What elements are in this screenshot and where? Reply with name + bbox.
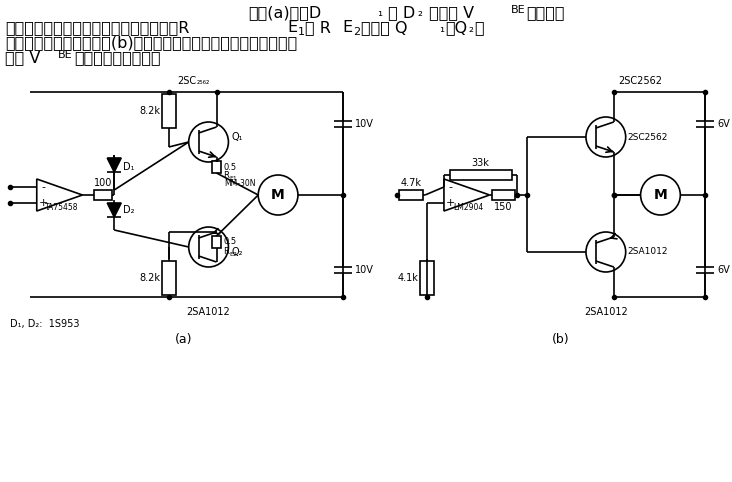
- Text: -: -: [449, 182, 453, 192]
- Polygon shape: [444, 179, 490, 211]
- Polygon shape: [108, 203, 122, 217]
- Text: 对输出特性的影响。: 对输出特性的影响。: [75, 51, 161, 66]
- Text: 10V: 10V: [354, 265, 373, 275]
- Text: R: R: [223, 246, 229, 255]
- Text: 10V: 10V: [354, 119, 373, 129]
- Text: 可防止 Q: 可防止 Q: [361, 21, 407, 36]
- Text: BE: BE: [510, 5, 525, 15]
- Bar: [450, 170, 512, 180]
- Text: 6V: 6V: [717, 119, 730, 129]
- Text: 8.2k: 8.2k: [139, 273, 160, 283]
- Text: 0.5: 0.5: [223, 238, 236, 246]
- Text: LM2904: LM2904: [454, 202, 484, 212]
- Text: 同: 同: [475, 21, 485, 36]
- Text: 2SA1012: 2SA1012: [584, 307, 628, 317]
- Text: 8.2k: 8.2k: [139, 106, 160, 116]
- Circle shape: [586, 232, 626, 272]
- Text: 和 D: 和 D: [384, 5, 416, 21]
- Text: (b): (b): [553, 333, 570, 346]
- Text: 、Q: 、Q: [445, 21, 467, 36]
- Text: +: +: [39, 198, 48, 208]
- Circle shape: [189, 227, 228, 267]
- Text: Q₂: Q₂: [231, 247, 243, 257]
- Bar: [400, 190, 423, 200]
- Text: ₂: ₂: [468, 22, 474, 35]
- Text: Q₁: Q₁: [231, 132, 243, 142]
- Text: E: E: [343, 21, 353, 36]
- Circle shape: [189, 122, 228, 162]
- Text: 生的死区，并且使电机的电流响应加快；R: 生的死区，并且使电机的电流响应加快；R: [5, 21, 190, 36]
- Bar: [212, 161, 222, 173]
- Bar: [420, 261, 434, 295]
- Text: R: R: [223, 172, 229, 180]
- Text: TA75458: TA75458: [45, 202, 78, 212]
- Text: 在图(a)中，D: 在图(a)中，D: [248, 5, 321, 21]
- Text: 4.1k: 4.1k: [397, 273, 418, 283]
- Bar: [162, 261, 176, 295]
- Text: 2SC2562: 2SC2562: [619, 76, 662, 86]
- Text: E: E: [287, 21, 297, 36]
- Text: BE: BE: [58, 50, 72, 60]
- Text: 2SC: 2SC: [177, 76, 196, 86]
- Circle shape: [640, 175, 680, 215]
- Text: 2SA1012: 2SA1012: [187, 307, 231, 317]
- Text: D₁, D₂:  1S953: D₁, D₂: 1S953: [10, 319, 80, 329]
- Text: M: M: [654, 188, 668, 202]
- Text: 影响而产: 影响而产: [526, 5, 565, 21]
- Text: D₁: D₁: [123, 162, 135, 172]
- Text: ₁: ₁: [439, 22, 444, 35]
- Text: ₁: ₁: [378, 6, 382, 19]
- Polygon shape: [108, 158, 122, 172]
- Text: 2SC2562: 2SC2562: [627, 133, 668, 142]
- Text: 0.5: 0.5: [223, 162, 236, 172]
- Text: 时导通造成电源短路。图(b)中，采用反相放大器电压反馈的方法来: 时导通造成电源短路。图(b)中，采用反相放大器电压反馈的方法来: [5, 36, 297, 51]
- Text: 33k: 33k: [471, 158, 490, 168]
- Text: D₂: D₂: [123, 205, 135, 215]
- Bar: [162, 94, 176, 128]
- Text: ₂₅₆₂: ₂₅₆₂: [197, 77, 210, 86]
- Text: E2: E2: [229, 252, 237, 256]
- Circle shape: [258, 175, 298, 215]
- Text: ₂: ₂: [417, 6, 422, 19]
- Text: 2: 2: [354, 27, 361, 37]
- Text: MM-30N: MM-30N: [225, 178, 256, 187]
- Text: E1: E1: [229, 176, 237, 182]
- Text: 1: 1: [298, 27, 305, 37]
- Bar: [492, 190, 515, 200]
- Text: 150: 150: [494, 202, 513, 212]
- Text: 2SA1012: 2SA1012: [627, 247, 668, 256]
- Text: -: -: [42, 182, 45, 192]
- Text: (a): (a): [175, 333, 193, 346]
- Text: M: M: [272, 188, 285, 202]
- Circle shape: [586, 117, 626, 157]
- Text: 控制 V: 控制 V: [5, 51, 40, 66]
- Text: 和 R: 和 R: [305, 21, 331, 36]
- Bar: [212, 236, 222, 248]
- Polygon shape: [37, 179, 83, 211]
- Bar: [94, 190, 113, 200]
- Text: 6V: 6V: [717, 265, 730, 275]
- Text: 可补偿 V: 可补偿 V: [424, 5, 474, 21]
- Text: +: +: [447, 198, 455, 208]
- Text: 4.7k: 4.7k: [400, 178, 422, 188]
- Text: 100: 100: [94, 178, 113, 188]
